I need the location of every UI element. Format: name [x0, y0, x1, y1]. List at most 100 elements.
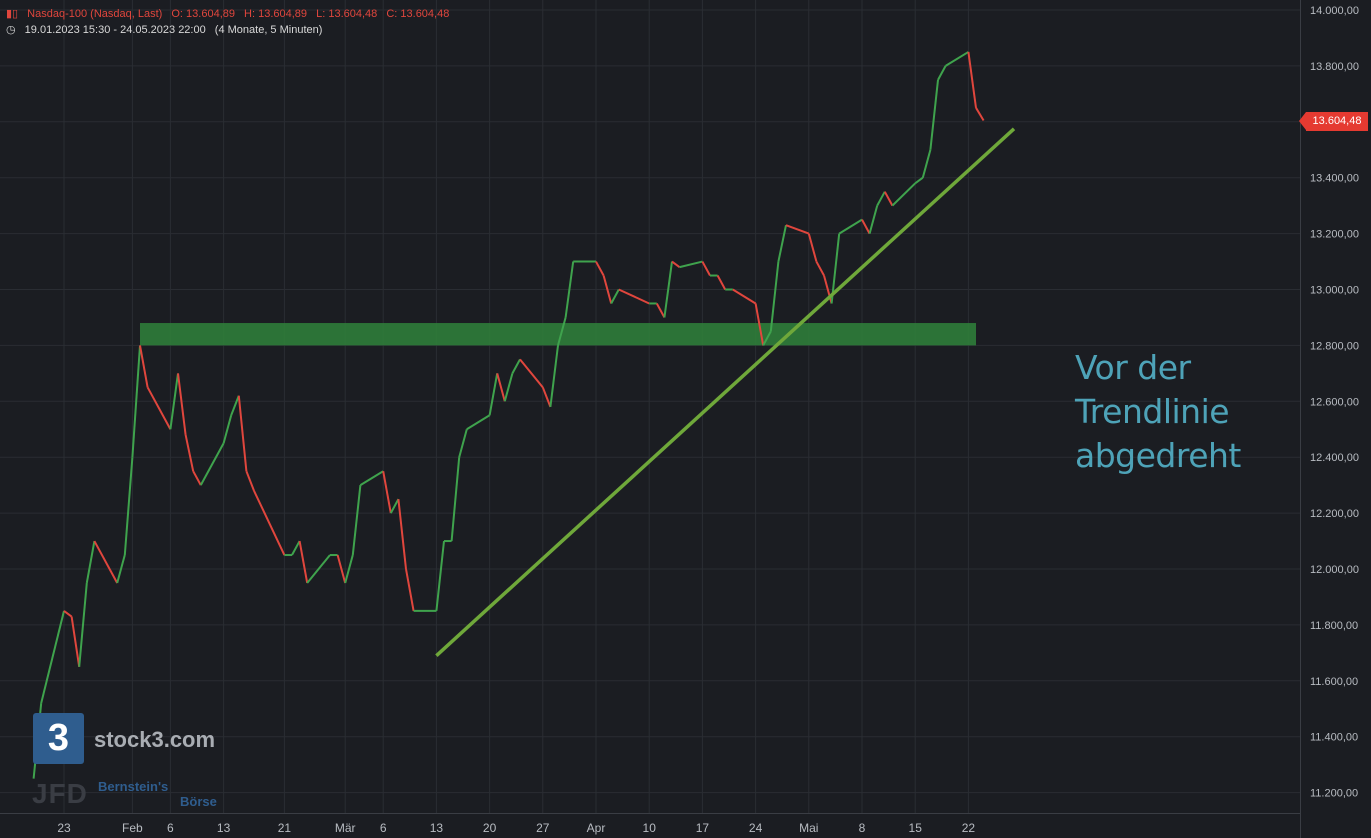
- price-segment: [975, 107, 985, 122]
- price-segment: [146, 386, 172, 430]
- price-segment: [679, 260, 703, 269]
- price-segment: [306, 554, 331, 584]
- price-segment: [777, 225, 787, 262]
- x-tick-label: Feb: [122, 821, 143, 835]
- price-segment: [139, 345, 149, 388]
- price-segment: [701, 261, 711, 277]
- price-segment: [298, 540, 309, 584]
- date-range: 19.01.2023 15:30 - 24.05.2023 22:00: [24, 24, 206, 36]
- price-segment: [838, 218, 863, 235]
- price-segment: [785, 224, 810, 235]
- price-segment: [557, 317, 567, 346]
- x-tick-label: Mai: [799, 821, 818, 835]
- price-segment: [389, 498, 400, 514]
- y-tick-label: 12.200,00: [1310, 508, 1359, 520]
- price-segment: [336, 554, 347, 584]
- price-segment: [405, 568, 415, 612]
- x-tick-label: 24: [749, 821, 763, 835]
- price-segment: [237, 395, 248, 472]
- price-segment: [732, 288, 757, 305]
- chart-subheader: ◷ 19.01.2023 15:30 - 24.05.2023 22:00 (4…: [6, 23, 328, 36]
- y-tick-label: 11.400,00: [1310, 732, 1358, 744]
- price-segment: [184, 434, 195, 472]
- y-tick-label: 11.800,00: [1310, 620, 1358, 632]
- price-segment: [169, 373, 179, 430]
- partner-logo-line2: Börse: [180, 794, 217, 809]
- annotation-line-3: abgedreht: [1075, 436, 1241, 475]
- price-segment: [883, 191, 894, 207]
- y-tick-label: 12.000,00: [1310, 564, 1359, 576]
- chart-header: ▮▯ Nasdaq-100 (Nasdaq, Last) O: 13.604,8…: [6, 7, 455, 20]
- price-segment: [891, 182, 916, 207]
- y-tick-label: 13.800,00: [1310, 61, 1359, 73]
- price-segment: [663, 261, 673, 318]
- y-tick-label: 14.000,00: [1310, 5, 1359, 17]
- price-segment: [503, 373, 514, 402]
- price-segment: [192, 470, 202, 486]
- instrument-name: Nasdaq-100 (Nasdaq, Last): [27, 8, 163, 20]
- annotation-line-1: Vor der: [1075, 348, 1191, 387]
- price-segment: [344, 554, 354, 584]
- price-segment: [40, 610, 65, 704]
- price-segment: [230, 395, 240, 416]
- close-value: C: 13.604,48: [386, 8, 450, 20]
- price-segment: [253, 490, 286, 556]
- price-segment: [63, 610, 73, 618]
- y-tick-label: 13.400,00: [1310, 173, 1359, 185]
- period-label: (4 Monate, 5 Minuten): [214, 24, 323, 36]
- price-segment: [564, 261, 575, 318]
- price-segment: [595, 261, 605, 277]
- price-segment: [382, 470, 392, 514]
- price-segment: [123, 457, 134, 556]
- price-segment: [754, 303, 765, 346]
- price-segment: [868, 205, 879, 234]
- open-value: O: 13.604,89: [171, 8, 235, 20]
- y-tick-label: 12.800,00: [1310, 340, 1359, 352]
- annotation-line-2: Trendlinie: [1075, 392, 1230, 431]
- y-tick-label: 13.000,00: [1310, 285, 1359, 297]
- price-segment: [549, 345, 559, 408]
- y-tick-label: 11.200,00: [1310, 788, 1358, 800]
- trendline: [435, 127, 1016, 657]
- price-segment: [177, 373, 187, 435]
- x-tick-label: 21: [278, 821, 292, 835]
- y-tick-label: 11.600,00: [1310, 676, 1358, 688]
- price-segment: [291, 540, 301, 556]
- x-tick-label: 6: [380, 821, 387, 835]
- price-segment: [769, 261, 780, 332]
- price-segment: [199, 442, 225, 486]
- x-tick-label: 15: [909, 821, 923, 835]
- price-segment: [496, 373, 506, 402]
- price-segment: [807, 233, 818, 262]
- price-segment: [929, 79, 939, 150]
- price-segment: [85, 540, 96, 584]
- y-tick-label: 13.200,00: [1310, 229, 1359, 241]
- price-segment: [618, 288, 650, 305]
- x-tick-label: 13: [217, 821, 231, 835]
- price-segment: [488, 373, 499, 416]
- price-segment: [967, 51, 977, 108]
- low-value: L: 13.604,48: [316, 8, 378, 20]
- price-segment: [359, 470, 384, 487]
- price-segment: [541, 386, 552, 408]
- price-segment: [937, 65, 947, 81]
- price-segment: [511, 358, 521, 374]
- x-tick-label: 22: [962, 821, 976, 835]
- price-segment: [466, 414, 491, 431]
- x-tick-label: 20: [483, 821, 497, 835]
- price-segment: [435, 540, 445, 612]
- price-segment: [70, 616, 81, 667]
- last-price-tag: 13.604,48: [1299, 112, 1368, 131]
- price-segment: [762, 330, 772, 346]
- x-tick-label: 8: [859, 821, 866, 835]
- price-segment: [602, 275, 613, 304]
- price-segment: [450, 457, 461, 542]
- candle-icon: ▮▯: [6, 8, 19, 20]
- price-segment: [671, 260, 681, 268]
- price-segment: [222, 415, 233, 444]
- price-segment: [921, 149, 932, 178]
- price-segment: [78, 582, 88, 667]
- price-segment: [458, 428, 468, 458]
- price-segment: [519, 358, 544, 388]
